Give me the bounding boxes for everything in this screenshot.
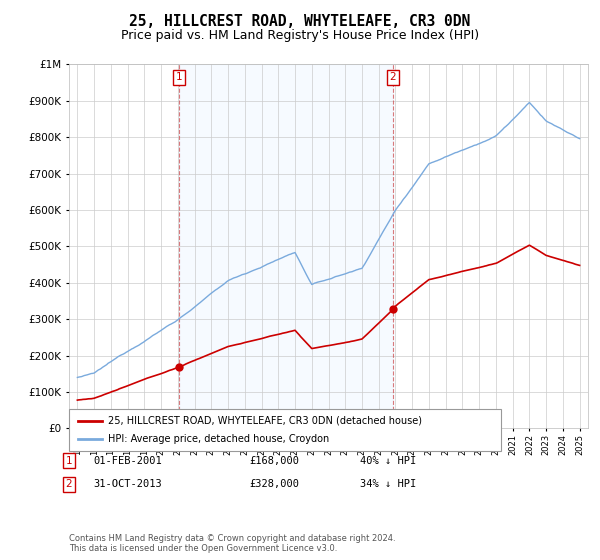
Text: 40% ↓ HPI: 40% ↓ HPI: [360, 456, 416, 466]
Text: 34% ↓ HPI: 34% ↓ HPI: [360, 479, 416, 489]
Text: £168,000: £168,000: [249, 456, 299, 466]
Text: £328,000: £328,000: [249, 479, 299, 489]
Text: 2: 2: [65, 479, 73, 489]
Text: Price paid vs. HM Land Registry's House Price Index (HPI): Price paid vs. HM Land Registry's House …: [121, 29, 479, 42]
Text: 25, HILLCREST ROAD, WHYTELEAFE, CR3 0DN: 25, HILLCREST ROAD, WHYTELEAFE, CR3 0DN: [130, 14, 470, 29]
Text: HPI: Average price, detached house, Croydon: HPI: Average price, detached house, Croy…: [108, 434, 329, 444]
Text: 2: 2: [389, 72, 396, 82]
Text: 31-OCT-2013: 31-OCT-2013: [93, 479, 162, 489]
Text: This data is licensed under the Open Government Licence v3.0.: This data is licensed under the Open Gov…: [69, 544, 337, 553]
Bar: [179, 64, 392, 428]
Text: 25, HILLCREST ROAD, WHYTELEAFE, CR3 0DN (detached house): 25, HILLCREST ROAD, WHYTELEAFE, CR3 0DN …: [108, 416, 422, 426]
Text: Contains HM Land Registry data © Crown copyright and database right 2024.: Contains HM Land Registry data © Crown c…: [69, 534, 395, 543]
Text: 1: 1: [65, 456, 73, 466]
Text: 01-FEB-2001: 01-FEB-2001: [93, 456, 162, 466]
Text: 1: 1: [176, 72, 182, 82]
